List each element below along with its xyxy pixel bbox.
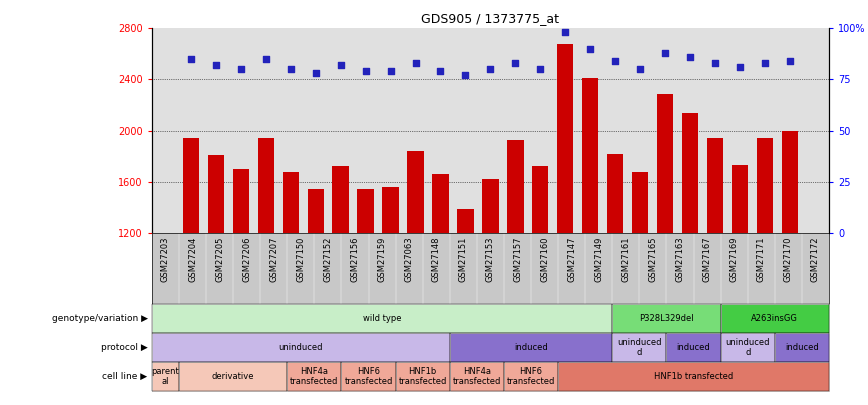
- Text: GSM27167: GSM27167: [702, 237, 712, 282]
- Text: GSM27172: GSM27172: [811, 237, 820, 282]
- Text: GSM27157: GSM27157: [513, 237, 522, 282]
- Text: GSM27205: GSM27205: [215, 237, 224, 282]
- Text: GSM27207: GSM27207: [269, 237, 279, 282]
- Point: [458, 72, 472, 79]
- Text: parent
al: parent al: [152, 367, 180, 386]
- Text: GSM27159: GSM27159: [378, 237, 386, 282]
- Point: [309, 70, 323, 77]
- Point: [658, 50, 672, 56]
- Bar: [657, 94, 674, 233]
- Point: [683, 54, 697, 60]
- Text: GSM27161: GSM27161: [621, 237, 630, 282]
- Text: GSM27153: GSM27153: [486, 237, 495, 282]
- Bar: [507, 140, 523, 233]
- Text: induced: induced: [677, 343, 710, 352]
- Text: derivative: derivative: [212, 372, 254, 381]
- Bar: [233, 169, 249, 233]
- Text: wild type: wild type: [363, 314, 401, 323]
- Text: uninduced
d: uninduced d: [726, 338, 770, 357]
- Text: A263insGG: A263insGG: [752, 314, 799, 323]
- Text: GSM27152: GSM27152: [324, 237, 332, 282]
- Text: GSM27169: GSM27169: [730, 237, 739, 282]
- Bar: [283, 171, 299, 233]
- Bar: [432, 174, 449, 233]
- Text: GSM27151: GSM27151: [459, 237, 468, 282]
- Bar: [332, 166, 349, 233]
- Bar: [483, 179, 498, 233]
- Point: [259, 56, 273, 62]
- Bar: [782, 130, 799, 233]
- Point: [758, 60, 772, 66]
- Text: GSM27150: GSM27150: [296, 237, 306, 282]
- Text: induced: induced: [785, 343, 819, 352]
- Text: HNF1b transfected: HNF1b transfected: [654, 372, 733, 381]
- Point: [384, 68, 398, 75]
- Bar: [307, 190, 324, 233]
- Text: HNF6
transfected: HNF6 transfected: [345, 367, 392, 386]
- Text: induced: induced: [514, 343, 548, 352]
- Point: [733, 64, 747, 70]
- Text: GSM27165: GSM27165: [648, 237, 657, 282]
- Bar: [258, 138, 273, 233]
- Bar: [632, 171, 648, 233]
- Bar: [407, 151, 424, 233]
- Bar: [607, 153, 623, 233]
- Bar: [707, 138, 723, 233]
- Text: GSM27171: GSM27171: [757, 237, 766, 282]
- Point: [558, 29, 572, 36]
- Text: HNF4a
transfected: HNF4a transfected: [453, 367, 501, 386]
- Bar: [207, 155, 224, 233]
- Text: GSM27204: GSM27204: [188, 237, 197, 282]
- Text: GSM27147: GSM27147: [567, 237, 576, 282]
- Bar: [358, 190, 374, 233]
- Text: GSM27203: GSM27203: [161, 237, 170, 282]
- Point: [284, 66, 298, 72]
- Text: genotype/variation ▶: genotype/variation ▶: [51, 314, 148, 323]
- Point: [608, 58, 622, 64]
- Text: HNF6
transfected: HNF6 transfected: [507, 367, 556, 386]
- Point: [634, 66, 648, 72]
- Point: [409, 60, 423, 66]
- Point: [209, 62, 223, 68]
- Point: [583, 45, 597, 52]
- Text: GSM27170: GSM27170: [784, 237, 792, 282]
- Text: GSM27160: GSM27160: [540, 237, 549, 282]
- Point: [233, 66, 247, 72]
- Text: GSM27156: GSM27156: [351, 237, 359, 282]
- Bar: [457, 209, 474, 233]
- Text: P328L329del: P328L329del: [639, 314, 694, 323]
- Point: [333, 62, 347, 68]
- Point: [433, 68, 447, 75]
- Text: GSM27063: GSM27063: [404, 237, 414, 282]
- Text: uninduced: uninduced: [279, 343, 323, 352]
- Point: [184, 56, 198, 62]
- Bar: [557, 44, 574, 233]
- Point: [783, 58, 797, 64]
- Bar: [182, 138, 199, 233]
- Point: [708, 60, 722, 66]
- Text: protocol ▶: protocol ▶: [101, 343, 148, 352]
- Text: cell line ▶: cell line ▶: [102, 372, 148, 381]
- Point: [483, 66, 497, 72]
- Bar: [582, 78, 598, 233]
- Bar: [682, 113, 698, 233]
- Text: GDS905 / 1373775_at: GDS905 / 1373775_at: [422, 12, 559, 25]
- Text: GSM27149: GSM27149: [595, 237, 603, 282]
- Bar: [532, 166, 549, 233]
- Bar: [732, 165, 748, 233]
- Point: [534, 66, 548, 72]
- Text: uninduced
d: uninduced d: [617, 338, 661, 357]
- Bar: [757, 138, 773, 233]
- Text: GSM27163: GSM27163: [675, 237, 685, 282]
- Text: GSM27206: GSM27206: [242, 237, 251, 282]
- Bar: [383, 187, 398, 233]
- Point: [358, 68, 372, 75]
- Text: HNF1b
transfected: HNF1b transfected: [398, 367, 447, 386]
- Text: GSM27148: GSM27148: [431, 237, 441, 282]
- Text: HNF4a
transfected: HNF4a transfected: [290, 367, 339, 386]
- Point: [509, 60, 523, 66]
